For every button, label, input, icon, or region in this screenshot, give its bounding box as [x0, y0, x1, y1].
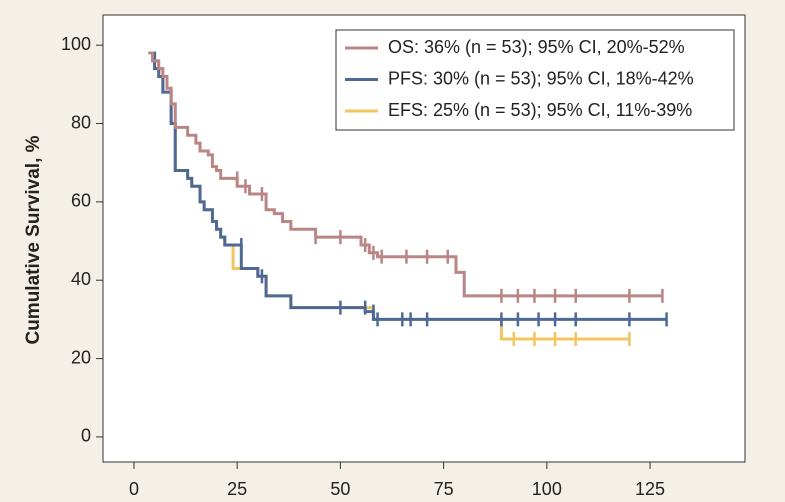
y-tick-label: 20: [71, 347, 91, 367]
legend-label: OS: 36% (n = 53); 95% CI, 20%-52%: [388, 37, 685, 57]
legend-label: PFS: 30% (n = 53); 95% CI, 18%-42%: [388, 68, 694, 88]
x-tick-label: 75: [434, 479, 454, 499]
x-tick-label: 125: [635, 479, 665, 499]
y-tick-label: 0: [81, 426, 91, 446]
x-tick-label: 50: [330, 479, 350, 499]
legend-label: EFS: 25% (n = 53); 95% CI, 11%-39%: [388, 100, 692, 120]
x-tick-label: 100: [532, 479, 562, 499]
x-tick-label: 25: [227, 479, 247, 499]
y-tick-label: 80: [71, 112, 91, 132]
y-tick-label: 40: [71, 269, 91, 289]
legend-box: [335, 29, 735, 131]
y-tick-label: 100: [61, 34, 91, 54]
y-tick-label: 60: [71, 191, 91, 211]
survival-curve: [148, 51, 667, 321]
x-tick-label: 0: [129, 479, 139, 499]
y-axis-label: Cumulative Survival, %: [23, 135, 44, 344]
